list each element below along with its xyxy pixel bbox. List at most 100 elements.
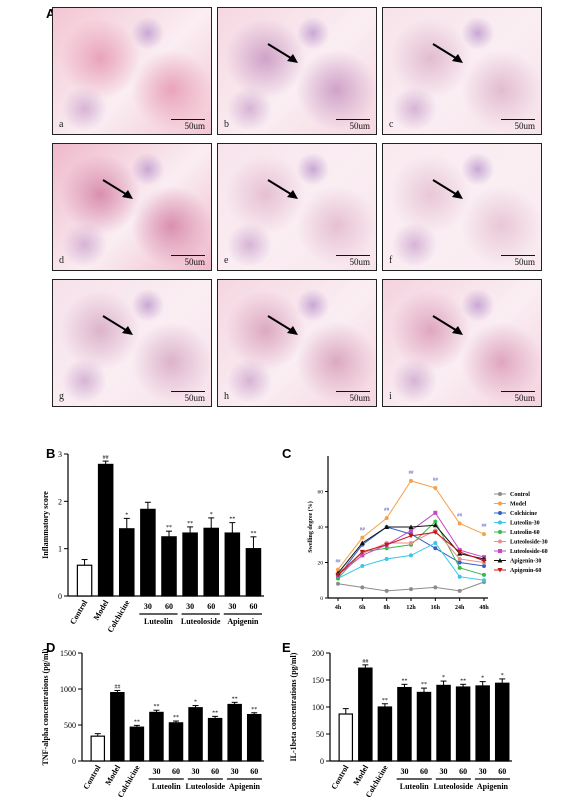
x-tick-label: 8h [383, 605, 390, 611]
x-tick-label: Model [351, 763, 370, 787]
bar [416, 691, 432, 762]
scale-label: 50um [184, 257, 205, 267]
histology-tile-e: e 50um [217, 143, 377, 271]
tissue-section-image [383, 8, 541, 134]
legend-label: Luteolin-60 [510, 530, 540, 536]
data-point [457, 521, 462, 526]
legend-label: Luteoloside-30 [510, 540, 548, 546]
data-point [432, 530, 438, 535]
data-point [384, 542, 390, 548]
significance-mark: ** [187, 521, 193, 527]
y-tick-label: 3 [58, 450, 62, 459]
x-tick-label: 60 [459, 767, 467, 776]
scale-label: 50um [349, 393, 370, 403]
data-point [498, 530, 502, 534]
bar [182, 532, 198, 597]
series-apigenin-60 [335, 530, 487, 578]
significance-mark: * [442, 675, 445, 681]
scale-label: 50um [349, 257, 370, 267]
histology-tile-i: i 50um [382, 279, 542, 407]
x-tick-label: 60 [211, 767, 219, 776]
significance-mark: * [481, 676, 484, 682]
data-point [498, 511, 502, 515]
significance-mark: ## [457, 513, 463, 518]
data-point [498, 501, 502, 506]
bar [140, 508, 156, 597]
data-point [433, 519, 438, 524]
histology-tile-c: c 50um [382, 7, 542, 135]
significance-mark: ## [114, 684, 120, 690]
tissue-section-image [383, 280, 541, 406]
significance-mark: ## [336, 560, 342, 565]
data-point [482, 572, 486, 577]
bar [118, 528, 135, 597]
y-tick-label: 60 [318, 490, 324, 496]
histology-tile-g: g 50um [52, 279, 212, 407]
arrow-icon [267, 43, 298, 63]
x-tick-label: 30 [231, 767, 239, 776]
x-tick-label: Model [92, 598, 111, 622]
group-label: Luteolin [152, 782, 181, 791]
x-tick-label: Model [103, 763, 122, 787]
bar [110, 691, 125, 762]
significance-mark: ** [232, 696, 238, 702]
data-point [408, 533, 414, 539]
tile-label: f [389, 255, 393, 266]
histology-tile-a: a 50um [52, 7, 212, 135]
data-point [432, 522, 438, 528]
chart-swelling-degree: 0 20 40 60 Swelling degree (%) 4h 6h 8h 12h 16h 24… [307, 456, 548, 611]
data-point [359, 540, 365, 545]
bar [245, 548, 262, 597]
group-label: Luteoloside [181, 617, 221, 626]
legend-label: Colchicine [510, 511, 537, 517]
data-point [360, 585, 365, 590]
tile-label: h [224, 391, 229, 402]
arrow-icon [432, 179, 463, 199]
group-label: Luteoloside [434, 782, 474, 791]
y-tick-label: 2 [58, 497, 62, 506]
significance-mark: ** [460, 678, 466, 684]
bar [455, 686, 471, 762]
y-tick-label: 200 [312, 649, 324, 658]
data-point [384, 546, 389, 551]
arrow-icon [267, 179, 298, 199]
x-tick-label: 60 [250, 767, 258, 776]
bar [90, 735, 106, 762]
significance-mark: ** [382, 698, 388, 704]
y-tick-label: 1 [58, 545, 62, 554]
data-point [359, 549, 365, 555]
data-point [409, 478, 413, 483]
data-point [482, 578, 486, 583]
data-point [384, 588, 389, 593]
data-point [408, 524, 414, 529]
scale-bar [501, 119, 535, 120]
tile-label: d [59, 255, 64, 266]
y-axis-label: Inflammatory score [41, 491, 50, 559]
tile-label: b [224, 119, 229, 130]
data-point [433, 540, 438, 545]
bar [203, 527, 220, 597]
y-tick-label: 20 [318, 561, 324, 567]
scale-label: 50um [184, 393, 205, 403]
legend-label: Luteoloside-60 [510, 549, 548, 555]
chart-il1beta: 0 50 100 150 200 IL-1beta concentrations (pg/… [289, 649, 512, 799]
histology-tile-f: f 50um [382, 143, 542, 271]
significance-mark: ## [103, 455, 109, 461]
significance-mark: ** [251, 707, 257, 713]
arrow-icon [432, 43, 463, 63]
bar [377, 706, 393, 762]
data-point [457, 549, 463, 555]
x-tick-label: 12h [406, 605, 416, 611]
data-point [433, 585, 438, 590]
arrow-icon [102, 179, 133, 199]
bar [76, 564, 93, 597]
scale-bar [336, 255, 370, 256]
data-point [457, 588, 462, 593]
bar [224, 532, 241, 597]
data-point [360, 553, 365, 558]
x-tick-label: 24h [455, 605, 465, 611]
data-point [482, 564, 486, 569]
scale-bar [171, 391, 205, 392]
significance-mark: ## [433, 478, 439, 483]
